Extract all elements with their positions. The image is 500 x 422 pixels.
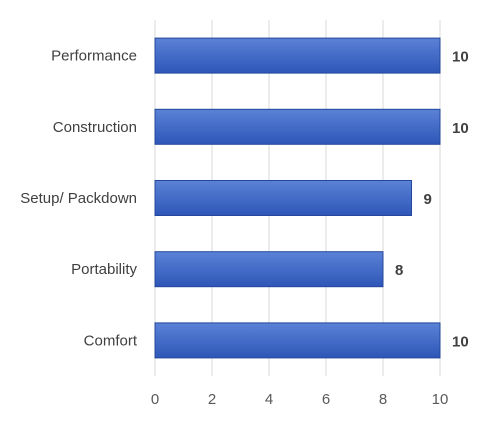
x-tick-label: 4 bbox=[265, 391, 273, 408]
x-tick-label: 10 bbox=[432, 391, 449, 408]
x-tick-label: 2 bbox=[208, 391, 216, 408]
category-label: Construction bbox=[53, 119, 137, 136]
labels: 0 2 4 6 8 10 Performance 10 Construction 10 Setup/… bbox=[20, 48, 468, 408]
bar-0 bbox=[154, 37, 441, 74]
category-label: Comfort bbox=[84, 332, 138, 349]
category-label: Performance bbox=[51, 48, 137, 65]
data-label: 9 bbox=[424, 191, 432, 208]
data-label: 10 bbox=[452, 120, 469, 137]
x-tick-label: 8 bbox=[379, 391, 387, 408]
bar-2 bbox=[154, 180, 412, 216]
bar-3 bbox=[154, 251, 384, 288]
x-tick-label: 0 bbox=[151, 391, 159, 408]
data-label: 8 bbox=[395, 262, 403, 279]
category-label: Portability bbox=[71, 261, 137, 278]
data-label: 10 bbox=[452, 49, 469, 66]
category-label: Setup/ Packdown bbox=[20, 190, 137, 207]
data-label: 10 bbox=[452, 333, 469, 350]
x-tick-label: 6 bbox=[322, 391, 330, 408]
bar-4 bbox=[154, 322, 441, 359]
bar-1 bbox=[154, 108, 441, 145]
bars bbox=[154, 37, 441, 359]
